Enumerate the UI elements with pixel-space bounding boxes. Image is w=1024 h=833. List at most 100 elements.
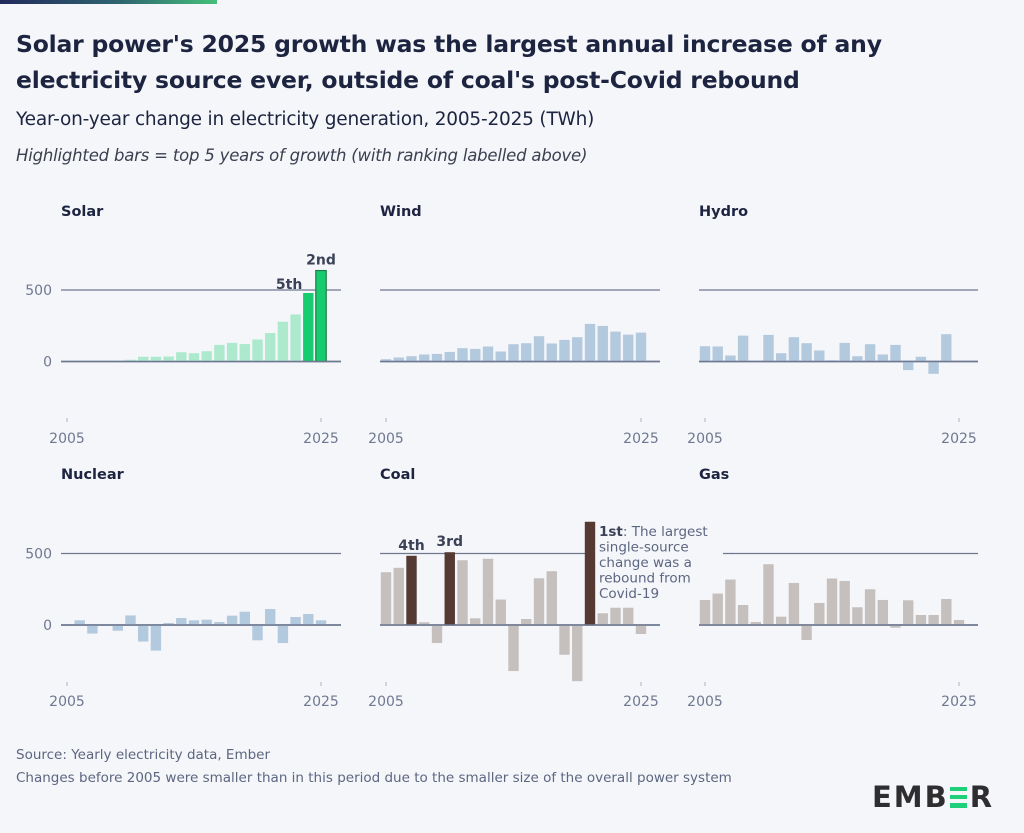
bar-hydro-2013 xyxy=(801,343,812,362)
bar-hydro-2021 xyxy=(903,361,914,371)
bar-wind-2018 xyxy=(546,343,557,362)
bar-nuclear-2013 xyxy=(163,622,174,625)
rank-label-4th: 4th xyxy=(398,538,424,554)
bar-coal-2021 xyxy=(584,521,596,625)
bar-coal-2025 xyxy=(635,625,647,635)
y-tick-label: 500 xyxy=(25,283,52,299)
bar-wind-2014 xyxy=(495,351,506,362)
logo-text-left: EMB xyxy=(872,780,949,814)
bar-hydro-2024 xyxy=(941,334,952,362)
header-accent-bar xyxy=(0,0,217,4)
bar-gas-2019 xyxy=(877,599,888,625)
bar-hydro-2014 xyxy=(814,350,825,362)
bar-nuclear-2017 xyxy=(214,621,225,625)
bar-solar-2021 xyxy=(265,333,276,362)
ember-logo: EMB R xyxy=(872,780,994,814)
bar-coal-2010 xyxy=(444,552,455,625)
bar-hydro-2005 xyxy=(699,346,711,362)
panel-title-nuclear: Nuclear xyxy=(61,467,125,483)
bar-nuclear-2016 xyxy=(201,619,212,625)
bar-nuclear-2010 xyxy=(125,615,136,625)
x-tick-label-coal: 2005 xyxy=(368,694,404,710)
bar-gas-2014 xyxy=(814,602,825,625)
annotation-line: change was a xyxy=(599,555,692,571)
bar-coal-2008 xyxy=(419,622,430,625)
bar-nuclear-2011 xyxy=(138,625,149,642)
bar-hydro-2008 xyxy=(737,335,749,362)
bar-gas-2010 xyxy=(763,564,774,625)
bar-wind-2025 xyxy=(635,332,647,362)
bar-wind-2013 xyxy=(482,346,494,362)
x-tick-label-hydro: 2005 xyxy=(687,431,723,447)
annotation-background xyxy=(597,521,723,608)
bar-coal-2018 xyxy=(546,571,557,625)
source-text: Source: Yearly electricity data, Ember xyxy=(16,747,271,763)
rank-label-2nd: 2nd xyxy=(306,253,336,269)
annotation-line: rebound from xyxy=(599,570,691,586)
bar-wind-2007 xyxy=(406,356,417,362)
bar-wind-2008 xyxy=(419,354,430,362)
bar-gas-2012 xyxy=(788,582,800,625)
bar-gas-2008 xyxy=(737,604,749,625)
bar-solar-2018 xyxy=(226,342,238,362)
bar-coal-2005 xyxy=(380,572,392,625)
x-tick-label-solar: 2005 xyxy=(49,431,85,447)
bar-nuclear-2006 xyxy=(74,620,85,625)
rank-label-5th: 5th xyxy=(276,277,302,293)
bar-gas-2023 xyxy=(928,614,939,625)
bar-nuclear-2019 xyxy=(239,611,250,625)
bar-coal-2012 xyxy=(470,618,481,625)
y-tick-label: 0 xyxy=(43,355,52,371)
bar-gas-2025 xyxy=(953,619,965,625)
bar-coal-2013 xyxy=(482,558,494,625)
bar-wind-2009 xyxy=(431,353,443,362)
bar-gas-2006 xyxy=(712,593,723,625)
bar-coal-2022 xyxy=(597,613,608,625)
bar-gas-2020 xyxy=(890,625,901,628)
bar-coal-2011 xyxy=(457,560,468,625)
x-tick-label-solar: 2025 xyxy=(303,431,339,447)
bar-gas-2016 xyxy=(839,580,850,625)
chart-note: Highlighted bars = top 5 years of growth… xyxy=(16,146,588,165)
x-tick-label-nuclear: 2005 xyxy=(49,694,85,710)
bar-nuclear-2021 xyxy=(265,608,276,625)
bar-gas-2007 xyxy=(725,579,736,625)
bar-hydro-2020 xyxy=(890,344,901,362)
bar-solar-2012 xyxy=(150,356,162,362)
bar-solar-2016 xyxy=(201,351,212,362)
x-tick-label-wind: 2005 xyxy=(368,431,404,447)
bar-solar-2013 xyxy=(163,356,174,362)
e-bars-icon xyxy=(949,786,967,808)
bar-coal-2015 xyxy=(508,625,519,672)
bar-gas-2009 xyxy=(750,621,761,625)
bar-nuclear-2020 xyxy=(252,625,263,641)
bar-wind-2006 xyxy=(393,357,404,362)
bar-wind-2019 xyxy=(559,339,570,362)
bar-hydro-2023 xyxy=(928,361,939,374)
bar-gas-2011 xyxy=(776,616,787,625)
bar-hydro-2012 xyxy=(788,337,800,362)
annotation-line: single-source xyxy=(599,539,689,555)
bar-solar-2020 xyxy=(252,339,263,362)
bar-solar-2015 xyxy=(188,353,200,362)
bar-wind-2011 xyxy=(457,348,468,362)
bar-wind-2012 xyxy=(470,348,481,362)
bar-gas-2024 xyxy=(941,598,952,625)
bar-hydro-2022 xyxy=(915,356,927,362)
bar-coal-2007 xyxy=(406,555,417,625)
bar-coal-2023 xyxy=(610,603,621,625)
bar-gas-2021 xyxy=(903,600,914,625)
bar-wind-2020 xyxy=(572,337,583,362)
bar-hydro-2011 xyxy=(776,353,787,362)
bar-solar-2025 xyxy=(315,269,327,363)
bar-hydro-2010 xyxy=(763,334,774,362)
bar-wind-2017 xyxy=(533,336,545,362)
bar-solar-2023 xyxy=(290,314,301,362)
x-tick-label-gas: 2005 xyxy=(687,694,723,710)
bar-nuclear-2014 xyxy=(176,617,187,625)
bar-solar-2019 xyxy=(239,344,250,362)
bar-wind-2015 xyxy=(508,344,519,362)
bar-gas-2015 xyxy=(826,578,838,625)
page-title: Solar power's 2025 growth was the larges… xyxy=(16,30,882,94)
bar-nuclear-2009 xyxy=(112,625,123,631)
